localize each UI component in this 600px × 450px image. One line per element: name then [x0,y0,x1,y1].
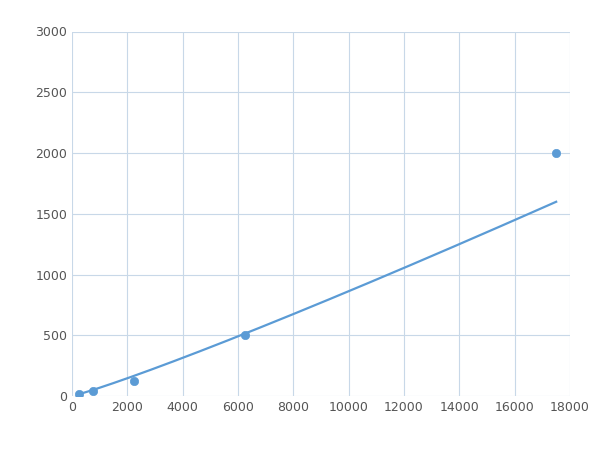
Point [551,149,561,157]
Point [130,377,139,384]
Point [74,390,84,397]
Point [240,332,250,339]
Point [88,387,98,395]
